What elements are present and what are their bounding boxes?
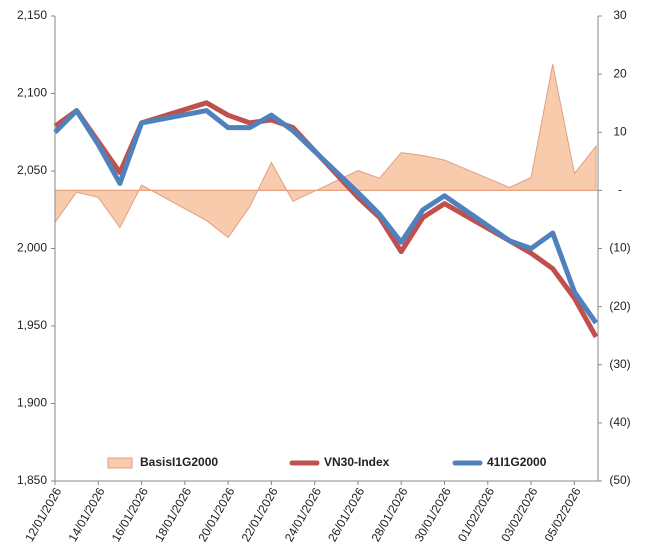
x-tick-label: 14/01/2026: [65, 485, 107, 544]
y-tick-label: 2,150: [17, 8, 47, 22]
y2-tick-label: 30: [613, 8, 627, 22]
y2-tick-label: (50): [609, 473, 630, 487]
x-tick-label: 22/01/2026: [239, 485, 281, 544]
y2-tick-label: (10): [609, 241, 630, 255]
x-tick-label: 18/01/2026: [152, 485, 194, 544]
x-tick-label: 01/02/2026: [455, 485, 497, 544]
x-tick-label: 05/02/2026: [542, 485, 584, 544]
y-tick-label: 1,900: [17, 396, 47, 410]
legend-item: BasisI1G2000: [107, 455, 218, 469]
x-tick-label: 28/01/2026: [368, 485, 410, 544]
x-tick-label: 12/01/2026: [22, 485, 64, 544]
y-tick-label: 1,850: [17, 473, 47, 487]
legend-item: VN30-Index: [289, 455, 390, 469]
y-tick-label: 1,950: [17, 318, 47, 332]
y-tick-label: 2,000: [17, 241, 47, 255]
legend-item: 41I1G2000: [452, 455, 547, 469]
y2-tick-label: (20): [609, 299, 630, 313]
y2-tick-label: (40): [609, 415, 630, 429]
line: [53, 108, 599, 325]
legend-label: BasisI1G2000: [140, 455, 218, 469]
x-tick-label: 16/01/2026: [109, 485, 151, 544]
legend-label: VN30-Index: [324, 455, 390, 469]
y-tick-label: 2,100: [17, 86, 47, 100]
x-tick-label: 03/02/2026: [498, 485, 540, 544]
y-tick-label: 2,050: [17, 163, 47, 177]
y2-tick-label: 20: [613, 66, 627, 80]
x-tick-label: 30/01/2026: [412, 485, 454, 544]
x-tick-label: 20/01/2026: [195, 485, 237, 544]
legend-swatch: [107, 457, 133, 469]
area: [54, 64, 597, 239]
x-tick-label: 26/01/2026: [325, 485, 367, 544]
legend-label: 41I1G2000: [487, 455, 547, 469]
y2-tick-label: -: [618, 183, 622, 197]
x-tick-label: 24/01/2026: [282, 485, 324, 544]
y2-tick-label: 10: [613, 124, 627, 138]
y2-tick-label: (30): [609, 357, 630, 371]
